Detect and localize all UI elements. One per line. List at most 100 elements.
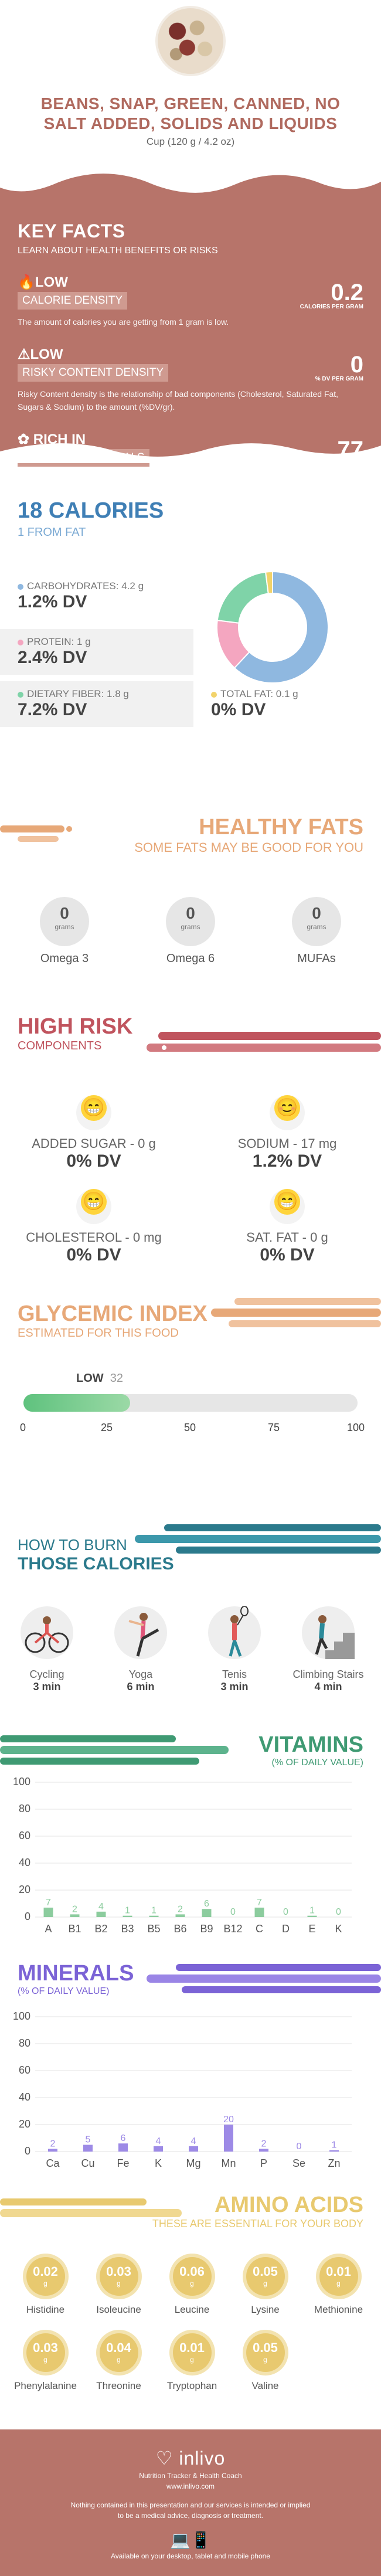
carbs-dot-icon	[18, 583, 23, 590]
header: BEANS, SNAP, GREEN, CANNED, NO SALT ADDE…	[0, 0, 381, 164]
amino-item: 0.02 g Histidine	[12, 2257, 79, 2316]
y-tick-label: 0	[25, 2145, 30, 2157]
bar-value-label: 5	[86, 2135, 91, 2145]
y-tick-label: 80	[19, 2037, 30, 2049]
glycemic-index-section: GLYCEMIC INDEX ESTIMATED FOR THIS FOOD L…	[0, 1296, 381, 1518]
risk-item-added-sugar: 😁 ADDED SUGAR - 0 g 0% DV	[18, 1090, 170, 1171]
amino-value-badge: 0.01 g	[172, 2333, 212, 2372]
y-tick-label: 40	[19, 2091, 30, 2103]
amino-value-badge: 0.02 g	[26, 2257, 65, 2296]
x-tick-label: B2	[94, 1923, 107, 1935]
leaf-icon: ✿	[18, 431, 30, 447]
amino-value: 0.05	[253, 2340, 278, 2355]
amino-item: 0.05 g Lysine	[232, 2257, 299, 2316]
amino-item: 0.01 g Methionine	[305, 2257, 372, 2316]
heart-icon: ♡	[155, 2448, 174, 2469]
macros-donut-chart	[216, 570, 329, 684]
x-tick-label: B6	[174, 1923, 186, 1935]
bar	[259, 2149, 268, 2152]
minerals-section: MINERALS (% OF DAILY VALUE) 100 80 60 40 20 0…	[0, 1952, 381, 2187]
glycemic-title: GLYCEMIC INDEX	[18, 1301, 207, 1326]
flame-icon: 🔥	[18, 274, 35, 290]
burn-title-1: HOW TO BURN	[18, 1536, 127, 1554]
bar-value-label: 4	[191, 2136, 196, 2146]
y-tick-label: 60	[19, 2064, 30, 2076]
footer: ♡ inlivo Nutrition Tracker & Health Coac…	[0, 2429, 381, 2576]
stripes-right-decoration	[211, 1298, 381, 1327]
amino-value-badge: 0.03 g	[26, 2333, 65, 2372]
amino-name: Lysine	[251, 2304, 280, 2315]
fat-item-omega6: 0 grams Omega 6	[149, 897, 232, 966]
amino-value: 0.05	[253, 2264, 278, 2279]
footer-available: Available on your desktop, tablet and mo…	[111, 2552, 270, 2560]
key-fact-row: 🔥LOW CALORIE DENSITY 0.2 CALORIES PER GRA…	[18, 274, 363, 328]
footer-disclaimer-2: to be a medical advice, diagnosis or tre…	[117, 2512, 264, 2520]
y-tick-label: 60	[19, 1830, 30, 1841]
yoga-icon	[128, 1613, 159, 1657]
bar	[254, 1907, 264, 1917]
amino-value: 0.04	[106, 2340, 131, 2355]
stripes-left-decoration	[0, 1735, 229, 1765]
amino-name: Methionine	[314, 2304, 363, 2315]
risk-item-sodium: 😊 SODIUM - 17 mg 1.2% DV	[211, 1090, 363, 1171]
bar-value-label: 2	[50, 2139, 56, 2149]
amino-name: Tryptophan	[166, 2380, 217, 2391]
key-fact-tag: 🔥LOW	[18, 274, 68, 290]
activity-cycling: Cycling 3 min	[9, 1606, 85, 1693]
amino-item: 0.03 g Isoleucine	[85, 2257, 152, 2316]
devices-icon: 💻📱	[170, 2531, 211, 2549]
bar-value-label: 1	[125, 1906, 130, 1916]
title-line-1: BEANS, SNAP, GREEN, CANNED, NO	[40, 94, 341, 113]
minerals-bar-chart: 100 80 60 40 20 0 2 Ca 5 Cu 6 Fe 4 K 4 Mg 20 Mn 2 P 0 Se 1 Zn	[13, 2011, 352, 2169]
macro-fiber: DIETARY FIBER: 1.8 g 7.2% DV	[0, 681, 193, 727]
bar-value-label: 0	[297, 2142, 302, 2152]
amino-value-badge: 0.06 g	[172, 2257, 212, 2296]
stripes-right-decoration	[135, 1524, 381, 1554]
key-fact-row: ⚠LOW RISKY CONTENT DENSITY 0% DV PER GRA…	[18, 346, 363, 413]
amino-value: 0.06	[179, 2264, 205, 2279]
amino-title: AMINO ACIDS	[214, 2193, 363, 2217]
amino-unit: g	[263, 2279, 267, 2288]
bar	[224, 2125, 233, 2152]
high-risk-subtitle: COMPONENTS	[18, 1039, 102, 1052]
glycemic-subtitle: ESTIMATED FOR THIS FOOD	[18, 1327, 179, 1340]
key-facts-subtitle: LEARN ABOUT HEALTH BENEFITS OR RISKS	[18, 246, 218, 256]
x-tick-label: Fe	[117, 2157, 129, 2169]
x-tick-label: Ca	[46, 2157, 60, 2169]
minerals-title: MINERALS	[18, 1961, 134, 1986]
bar-value-label: 7	[257, 1898, 262, 1908]
x-tick-label: K	[155, 2157, 162, 2169]
bar-value-label: 4	[156, 2136, 161, 2146]
x-tick-label: Se	[292, 2157, 305, 2169]
bar-value-label: 0	[336, 1907, 341, 1917]
bar	[70, 1914, 80, 1917]
fat-dot-icon	[211, 691, 217, 698]
fat-item-omega3: 0 grams Omega 3	[23, 897, 106, 966]
amino-item: 0.04 g Threonine	[85, 2333, 152, 2392]
amino-name: Threonine	[96, 2380, 141, 2391]
x-tick-label: A	[45, 1923, 52, 1935]
x-tick-label: E	[308, 1923, 315, 1935]
activity-climbing-stairs: Climbing Stairs 4 min	[290, 1606, 366, 1693]
amino-item: 0.03 g Phenylalanine	[12, 2333, 79, 2392]
stripes-left-decoration	[0, 2198, 182, 2217]
amino-value: 0.01	[326, 2264, 351, 2279]
amino-unit: g	[190, 2279, 194, 2288]
y-tick-label: 100	[13, 1776, 30, 1787]
tennis-icon	[229, 1606, 249, 1657]
title-line-2: SALT ADDED, SOLIDS AND LIQUIDS	[43, 114, 338, 132]
bar-value-label: 0	[283, 1907, 288, 1917]
footer-url[interactable]: www.inlivo.com	[166, 2482, 215, 2490]
calories-subtitle: 1 FROM FAT	[18, 526, 86, 539]
risk-item-sat-fat: 😁 SAT. FAT - 0 g 0% DV	[211, 1184, 363, 1265]
activity-yoga: Yoga 6 min	[103, 1606, 179, 1693]
x-tick-label: B12	[223, 1923, 242, 1935]
key-facts-title: KEY FACTS	[18, 220, 125, 242]
footer-disclaimer-1: Nothing contained in this presentation a…	[70, 2501, 311, 2509]
bar	[43, 1907, 53, 1917]
key-fact-description: The amount of calories you are getting f…	[18, 317, 229, 327]
key-fact-label: CALORIE DENSITY	[18, 292, 128, 310]
bar-value-label: 1	[309, 1906, 315, 1916]
amino-unit: g	[336, 2279, 341, 2288]
bar	[175, 1914, 185, 1917]
